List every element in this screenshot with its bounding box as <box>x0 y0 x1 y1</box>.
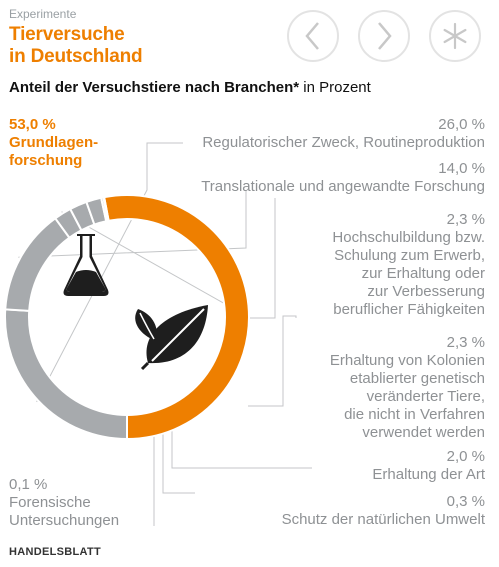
label-value: 26,0 % <box>438 116 485 133</box>
label-line: Erhaltung von Kolonien <box>329 352 485 369</box>
label-erhaltung-kolonien: 2,3 % Erhaltung von Kolonien etablierter… <box>330 334 485 442</box>
leader-line-translationale-und-angewandte-forschung <box>18 190 247 258</box>
next-button[interactable] <box>358 10 410 62</box>
chart-subtitle: Anteil der Versuchstiere nach Branchen* … <box>9 79 371 96</box>
label-line: verwendet werden <box>362 424 485 441</box>
label-value: 2,0 % <box>446 448 485 465</box>
label-value: 53,0 % <box>9 116 56 133</box>
previous-button[interactable] <box>287 10 339 62</box>
subtitle-unit: in Prozent <box>299 79 371 96</box>
label-value: 0,1 % <box>9 476 48 493</box>
label-line: Untersuchungen <box>9 512 120 529</box>
page-title: Tierversuche in Deutschland <box>9 24 143 68</box>
label-line: Grundlagen- <box>9 134 99 151</box>
label-schutz-umwelt: 0,3 % Schutz der natürlichen Umwelt <box>282 493 485 529</box>
label-line: veränderter Tiere, <box>366 388 485 405</box>
label-erhaltung-der-art: 2,0 % Erhaltung der Art <box>372 448 485 484</box>
label-line: Schutz der natürlichen Umwelt <box>281 511 485 528</box>
kicker: Experimente <box>9 7 77 21</box>
leader-line-schutz-der-natürlichen-umwelt <box>162 420 195 494</box>
leader-line-regulatorischer-zweck-routineproduktion <box>36 142 183 403</box>
donut-segment-grundlagenforschung <box>102 194 250 441</box>
label-line: zur Verbesserung <box>367 283 485 300</box>
label-hochschulbildung: 2,3 % Hochschulbildung bzw. Schulung zum… <box>332 211 485 319</box>
label-grundlagenforschung: 53,0 % Grundlagen- forschung <box>9 116 98 170</box>
label-forensische-untersuchungen: 0,1 % Forensische Untersuchungen <box>9 476 119 530</box>
label-line: Forensische <box>9 494 91 511</box>
label-line: etablierter genetisch <box>349 370 485 387</box>
leaves-icon <box>135 305 208 371</box>
brand-logo: HANDELSBLATT <box>9 546 101 558</box>
label-value: 2,3 % <box>446 334 485 351</box>
leader-line-hochschulbildung-bzw-schulung-zum-erwerb <box>61 198 276 319</box>
label-line: Regulatorischer Zweck, Routineproduktion <box>202 134 485 151</box>
title-line-2: in Deutschland <box>9 46 143 67</box>
label-line: Hochschulbildung bzw. <box>332 229 485 246</box>
leader-line-erhaltung-von-kolonien-etablierter-genet <box>248 315 297 407</box>
donut-segments <box>4 194 250 441</box>
label-regulatorischer-zweck: 26,0 % Regulatorischer Zweck, Routinepro… <box>202 116 485 152</box>
label-line: zur Erhaltung oder <box>361 265 485 282</box>
asterisk-icon <box>443 22 467 50</box>
donut-segment-regulatorischer-zweck-routineproduktion <box>4 308 128 441</box>
donut-segment-translationale-und-angewandte-forschung <box>4 216 71 312</box>
label-translationale-forschung: 14,0 % Translationale und angewandte For… <box>201 160 485 196</box>
label-value: 14,0 % <box>438 160 485 177</box>
chevron-left-icon <box>305 22 319 50</box>
label-line: die nicht in Verfahren <box>344 406 485 423</box>
title-line-1: Tierversuche <box>9 24 125 45</box>
label-line: Translationale und angewandte Forschung <box>201 178 485 195</box>
label-line: Erhaltung der Art <box>372 466 485 483</box>
label-line: beruflicher Fähigkeiten <box>333 301 485 318</box>
donut-segment-forensische-untersuchungen <box>102 195 110 223</box>
label-line: Schulung zum Erwerb, <box>334 247 485 264</box>
chevron-right-icon <box>378 22 392 50</box>
menu-button[interactable] <box>429 10 481 62</box>
flask-icon <box>63 234 109 296</box>
label-line: forschung <box>9 152 83 169</box>
label-value: 0,3 % <box>446 493 485 510</box>
subtitle-bold: Anteil der Versuchstiere nach Branchen* <box>9 79 300 96</box>
label-value: 2,3 % <box>446 211 485 228</box>
